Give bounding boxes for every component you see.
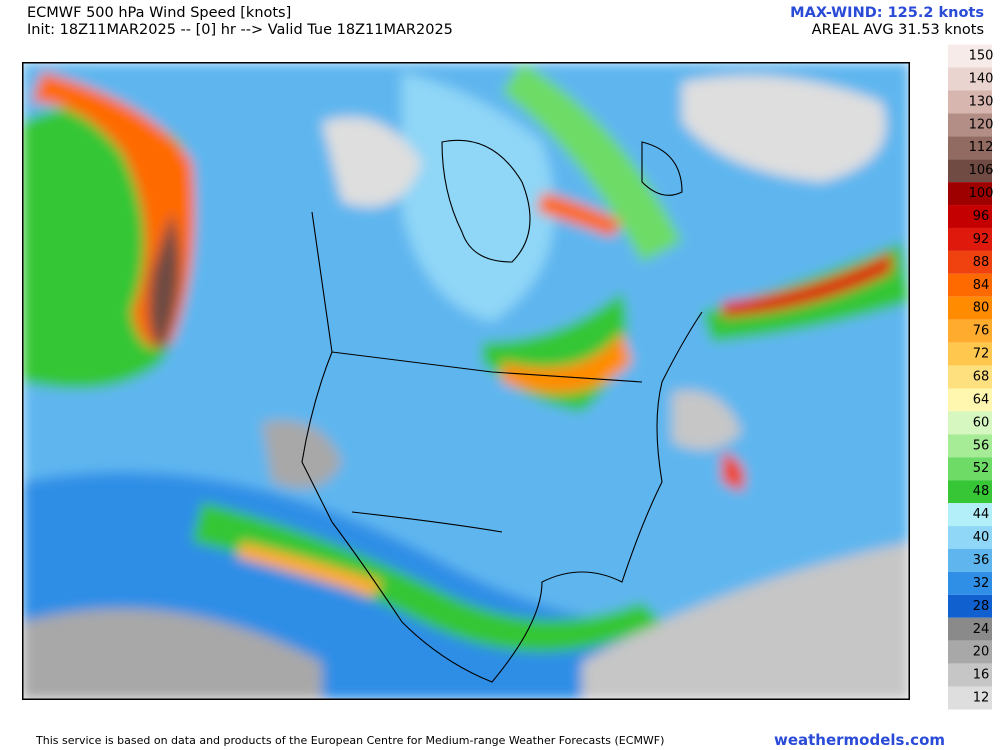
color-swatch [948, 250, 992, 274]
color-swatch [948, 388, 992, 412]
subtitle: Init: 18Z11MAR2025 -- [0] hr --> Valid T… [27, 22, 453, 38]
color-swatch [948, 227, 992, 251]
site-link[interactable]: weathermodels.com [773, 731, 945, 749]
color-swatch [948, 640, 992, 664]
map-frame [22, 62, 910, 700]
color-label: 130 [969, 94, 994, 109]
color-label: 72 [973, 347, 990, 362]
color-label: 28 [973, 599, 990, 614]
color-swatch [948, 273, 992, 297]
max-wind: MAX-WIND: 125.2 knots [790, 5, 984, 21]
color-label: 80 [973, 301, 990, 316]
color-swatch [948, 90, 992, 114]
color-swatch [948, 411, 992, 435]
color-swatch [948, 182, 992, 206]
areal-average: AREAL AVG 31.53 knots [811, 22, 984, 38]
color-swatch [948, 159, 992, 183]
color-label: 16 [973, 668, 990, 683]
colorbar: 150 140 130 120 112 106 100 96 92 88 84 80 76 72 68 64 6… [948, 44, 994, 710]
color-swatch [948, 686, 992, 710]
color-swatch [948, 548, 992, 572]
footer-note: This service is based on data and produc… [36, 734, 665, 747]
wind-map [22, 62, 910, 700]
color-label: 44 [973, 507, 990, 522]
color-label: 96 [973, 209, 990, 224]
color-swatch [948, 571, 992, 595]
color-swatch [948, 480, 992, 504]
wind-field [22, 62, 910, 700]
color-swatch [948, 594, 992, 618]
color-swatch [948, 136, 992, 160]
color-label: 56 [973, 438, 990, 453]
color-swatch [948, 44, 992, 68]
color-label: 92 [973, 232, 990, 247]
color-label: 20 [973, 645, 990, 660]
title: ECMWF 500 hPa Wind Speed [knots] [27, 5, 292, 21]
color-swatch [948, 663, 992, 687]
coastlines [301, 139, 703, 683]
color-label: 40 [973, 530, 990, 545]
color-label: 112 [969, 140, 994, 155]
color-label: 120 [969, 117, 994, 132]
color-swatch [948, 503, 992, 527]
color-label: 32 [973, 576, 990, 591]
color-label: 106 [969, 163, 994, 178]
color-swatch [948, 617, 992, 641]
color-label: 48 [973, 484, 990, 499]
color-swatch [948, 296, 992, 320]
color-label: 140 [969, 71, 994, 86]
color-label: 76 [973, 324, 990, 339]
color-label: 84 [973, 278, 990, 293]
color-label: 68 [973, 370, 990, 385]
color-swatch [948, 526, 992, 549]
color-label: 24 [973, 622, 990, 637]
color-label: 150 [969, 49, 994, 64]
color-swatch [948, 319, 992, 343]
color-label: 12 [973, 691, 990, 706]
color-swatch [948, 67, 992, 91]
color-label: 36 [973, 553, 990, 568]
color-label: 52 [973, 461, 990, 476]
color-swatch [948, 365, 992, 389]
color-label: 88 [973, 255, 990, 270]
color-swatch [948, 205, 992, 228]
color-label: 64 [973, 392, 990, 407]
color-swatch [948, 434, 992, 458]
color-swatch [948, 342, 992, 366]
color-label: 60 [973, 415, 990, 430]
color-swatch [948, 113, 992, 137]
color-label: 100 [969, 186, 994, 201]
color-swatch [948, 457, 992, 481]
